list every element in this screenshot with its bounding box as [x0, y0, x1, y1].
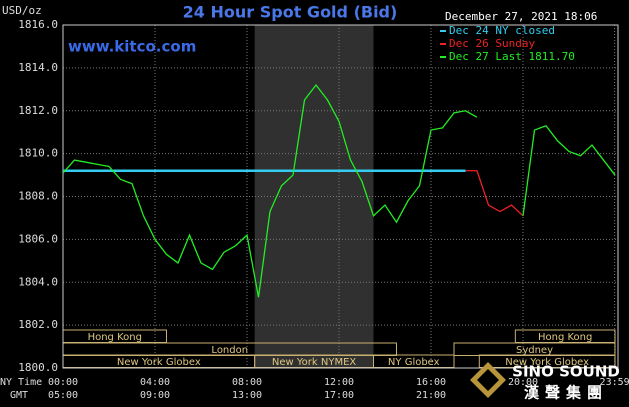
logo: SINO SOUND 漢聲集團: [470, 362, 620, 402]
website: www.kitco.com: [68, 38, 196, 56]
legend-label: Dec 26 Sunday: [449, 37, 535, 50]
series-line: [465, 170, 524, 217]
logo-chinese: 漢聲集團: [524, 384, 608, 402]
chart-title: 24 Hour Spot Gold (Bid): [183, 3, 398, 22]
gmt-tick-label: 17:00: [324, 390, 354, 401]
session-label: NY Globex: [388, 357, 440, 368]
logo-inner: [477, 369, 499, 391]
y-tick-label: 1810.0: [18, 147, 58, 160]
gmt-label: GMT: [10, 390, 28, 401]
legend-label: Dec 24 NY closed: [449, 24, 555, 37]
ny-time-label: NY Time: [0, 377, 42, 388]
y-tick-label: 1804.0: [18, 275, 58, 288]
x-tick-label: 23:59: [600, 377, 629, 388]
session-label: London: [211, 345, 248, 356]
gmt-tick-label: 09:00: [140, 390, 170, 401]
series-line: [62, 83, 616, 298]
y-tick-label: 1812.0: [18, 104, 58, 117]
x-tick-label: 20:00: [508, 377, 538, 388]
session-label: New York NYMEX: [272, 357, 357, 368]
y-tick-label: 1814.0: [18, 61, 58, 74]
x-tick-label: 12:00: [324, 377, 354, 388]
session-label: Sydney: [516, 345, 553, 356]
gmt-tick-label: 13:00: [232, 390, 262, 401]
y-tick-label: 1816.0: [18, 18, 58, 31]
plot-frame: [62, 24, 619, 369]
session-label: Hong Kong: [538, 332, 592, 343]
y-tick-label: 1800.0: [18, 361, 58, 374]
x-tick-label: 04:00: [140, 377, 170, 388]
session-label: New York Globex: [505, 357, 589, 368]
session-label: Hong Kong: [88, 332, 142, 343]
legend-label: Dec 27 Last 1811.70: [449, 50, 575, 63]
x-tick-label: 16:00: [416, 377, 446, 388]
y-tick-label: 1806.0: [18, 232, 58, 245]
y-axis-label: USD/oz: [2, 4, 42, 17]
y-tick-label: 1808.0: [18, 190, 58, 203]
y-tick-label: 1802.0: [18, 318, 58, 331]
x-tick-label: 08:00: [232, 377, 262, 388]
session-shade: [254, 25, 374, 368]
logo-name: SINO SOUND: [512, 363, 620, 381]
x-tick-label: 00:00: [48, 377, 78, 388]
gmt-tick-label: 05:00: [48, 390, 78, 401]
session-label: New York Globex: [117, 357, 201, 368]
gmt-tick-label: 21:00: [416, 390, 446, 401]
date: December 27, 2021 18:06: [445, 10, 597, 23]
